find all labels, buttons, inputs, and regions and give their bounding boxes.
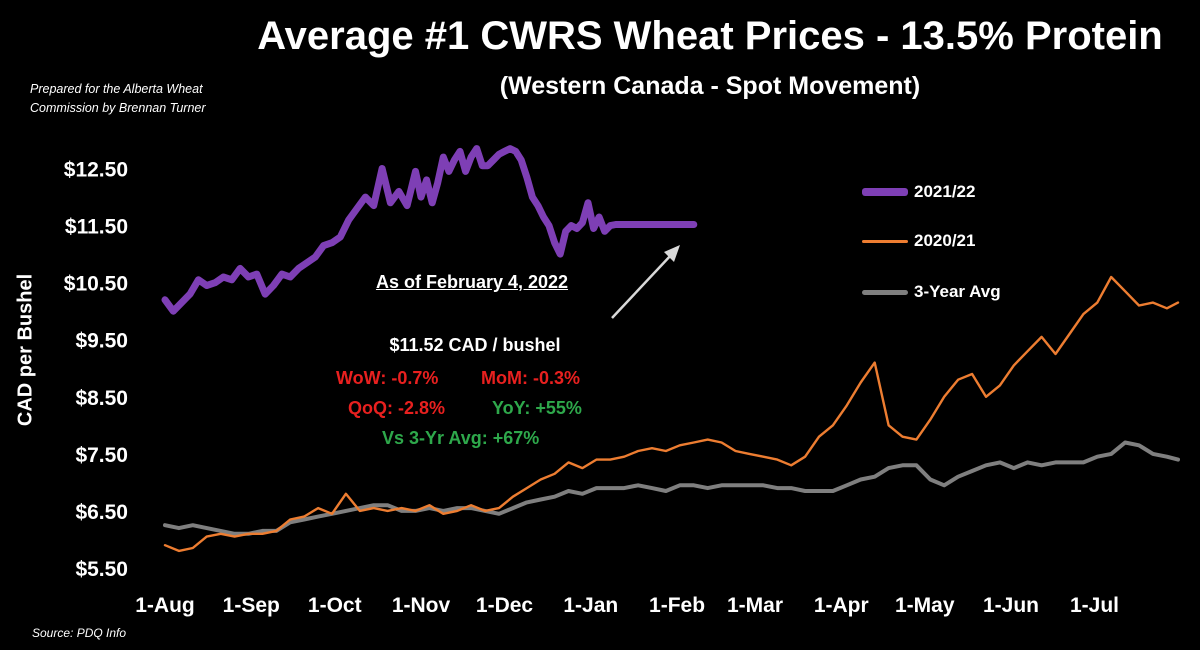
prepared-by-note: Prepared for the Alberta Wheat Commissio… — [30, 80, 206, 118]
x-axis-ticks: 1-Aug 1-Sep 1-Oct 1-Nov 1-Dec 1-Jan 1-Feb 1-Mar… — [135, 594, 1119, 617]
source-note: Source: PDQ Info — [32, 626, 127, 640]
x-tick-label: 1-May — [895, 594, 955, 617]
legend-item-2021-22: 2021/22 — [862, 182, 975, 202]
current-price: $11.52 CAD / bushel — [389, 335, 561, 355]
legend-swatch-2020-21 — [862, 239, 908, 243]
legend-swatch-2021-22 — [862, 188, 908, 196]
x-tick-label: 1-Sep — [223, 594, 280, 617]
series-line-2020-21 — [163, 275, 1180, 553]
legend-label-2020-21: 2020/21 — [914, 231, 976, 250]
x-tick-label: 1-Jan — [563, 594, 618, 617]
x-tick-label: 1-Apr — [814, 594, 869, 617]
legend-item-3yr-avg: 3-Year Avg — [862, 282, 1001, 302]
y-tick-label: $5.50 — [75, 558, 128, 581]
legend-item-2020-21: 2020/21 — [862, 231, 975, 251]
arrow-shaft — [611, 253, 673, 319]
y-tick-label: $9.50 — [75, 330, 128, 353]
y-tick-label: $6.50 — [75, 501, 128, 524]
x-tick-label: 1-Feb — [649, 594, 705, 617]
y-tick-label: $12.50 — [64, 159, 128, 182]
prepared-line-2: Commission by Brennan Turner — [30, 101, 206, 115]
series-line-3yr-avg — [163, 440, 1180, 536]
x-tick-label: 1-Dec — [476, 594, 534, 617]
y-tick-label: $7.50 — [75, 444, 128, 467]
as-of-date: As of February 4, 2022 — [375, 272, 569, 292]
y-axis-ticks: $5.50 $6.50 $7.50 $8.50 $9.50 $10.50 $11.50 $12… — [64, 159, 128, 581]
vs-3yr-avg-change: Vs 3-Yr Avg: +67% — [382, 428, 540, 448]
x-tick-label: 1-Jul — [1070, 594, 1119, 617]
series-line-2021-22 — [161, 145, 698, 315]
chart-title: Average #1 CWRS Wheat Prices - 13.5% Pro… — [257, 14, 1163, 58]
annotation-arrow — [611, 245, 680, 319]
legend-label-2021-22: 2021/22 — [914, 182, 976, 201]
x-tick-label: 1-Jun — [983, 594, 1039, 617]
x-tick-label: 1-Oct — [308, 594, 362, 617]
y-tick-label: $11.50 — [65, 216, 128, 239]
yoy-change: YoY: +55% — [492, 398, 582, 418]
prepared-line-1: Prepared for the Alberta Wheat — [30, 82, 203, 96]
wow-change: WoW: -0.7% — [336, 368, 439, 388]
y-tick-label: $10.50 — [64, 273, 128, 296]
chart-subtitle: (Western Canada - Spot Movement) — [499, 72, 921, 100]
mom-change: MoM: -0.3% — [481, 368, 580, 388]
series-lines — [161, 145, 1180, 553]
qoq-change: QoQ: -2.8% — [348, 398, 446, 418]
x-tick-label: 1-Nov — [392, 594, 451, 617]
arrow-head — [664, 245, 680, 262]
x-tick-label: 1-Mar — [727, 594, 783, 617]
legend-label-3yr-avg: 3-Year Avg — [914, 282, 1001, 301]
legend-swatch-3yr-avg — [862, 289, 908, 295]
y-tick-label: $8.50 — [75, 387, 128, 410]
x-tick-label: 1-Aug — [135, 594, 195, 617]
